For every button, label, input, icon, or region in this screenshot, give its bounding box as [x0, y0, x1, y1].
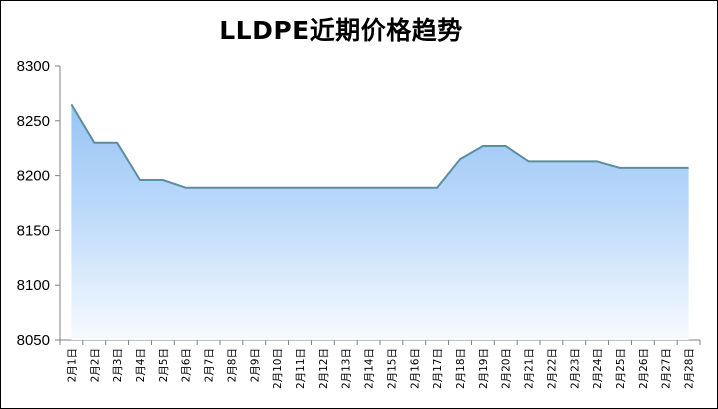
x-tick-label: 2月18日: [455, 348, 467, 389]
x-tick-label: 2月25日: [615, 348, 627, 389]
x-tick-labels: 2月1日 2月2日 2月3日 2月4日 2月5日 2月6日 2月7日 2月8日 2月9日 2月10…: [66, 348, 695, 389]
x-tick-label: 2月22日: [546, 348, 558, 389]
x-tick-label: 2月26日: [638, 348, 650, 389]
x-tick-label: 2月19日: [478, 348, 490, 389]
y-tick-label: 8300: [17, 58, 50, 75]
x-tick-label: 2月6日: [181, 348, 193, 382]
x-tick-label: 2月14日: [364, 348, 376, 389]
x-tick-label: 2月13日: [341, 348, 353, 389]
x-tick-label: 2月8日: [226, 348, 238, 382]
x-tick-label: 2月21日: [524, 348, 536, 389]
x-tick-label: 2月28日: [684, 348, 696, 389]
x-tick-label: 2月4日: [135, 348, 147, 382]
x-tick-label: 2月23日: [569, 348, 581, 389]
y-tick-label: 8250: [17, 113, 50, 130]
x-tick-label: 2月16日: [409, 348, 421, 389]
area-series: [70, 103, 689, 341]
x-tick-label: 2月15日: [386, 348, 398, 389]
x-tick-label: 2月9日: [249, 348, 261, 382]
x-tick-label: 2月1日: [66, 348, 78, 382]
x-tick-label: 2月10日: [272, 348, 284, 389]
y-tick-label: 8200: [17, 168, 50, 185]
x-tick-label: 2月24日: [592, 348, 604, 389]
x-tick-label: 2月2日: [89, 348, 101, 382]
x-tick-label: 2月11日: [295, 348, 307, 389]
x-tick-label: 2月5日: [158, 348, 170, 382]
chart-title: LLDPE近期价格趋势: [219, 16, 463, 45]
x-tick-label: 2月3日: [112, 348, 124, 382]
y-tick-label: 8100: [17, 277, 50, 294]
y-tick-label: 8050: [17, 332, 50, 349]
y-tick-labels: 8050 8100 8150 8200 8250 8300: [17, 58, 50, 349]
x-tick-label: 2月20日: [501, 348, 513, 389]
x-tick-label: 2月12日: [318, 348, 330, 389]
x-tick-label: 2月17日: [432, 348, 444, 389]
series-line: [70, 103, 689, 189]
y-tick-label: 8150: [17, 222, 50, 239]
area-fill: [71, 104, 689, 341]
x-tick-label: 2月27日: [661, 348, 673, 389]
x-tick-label: 2月7日: [204, 348, 216, 382]
